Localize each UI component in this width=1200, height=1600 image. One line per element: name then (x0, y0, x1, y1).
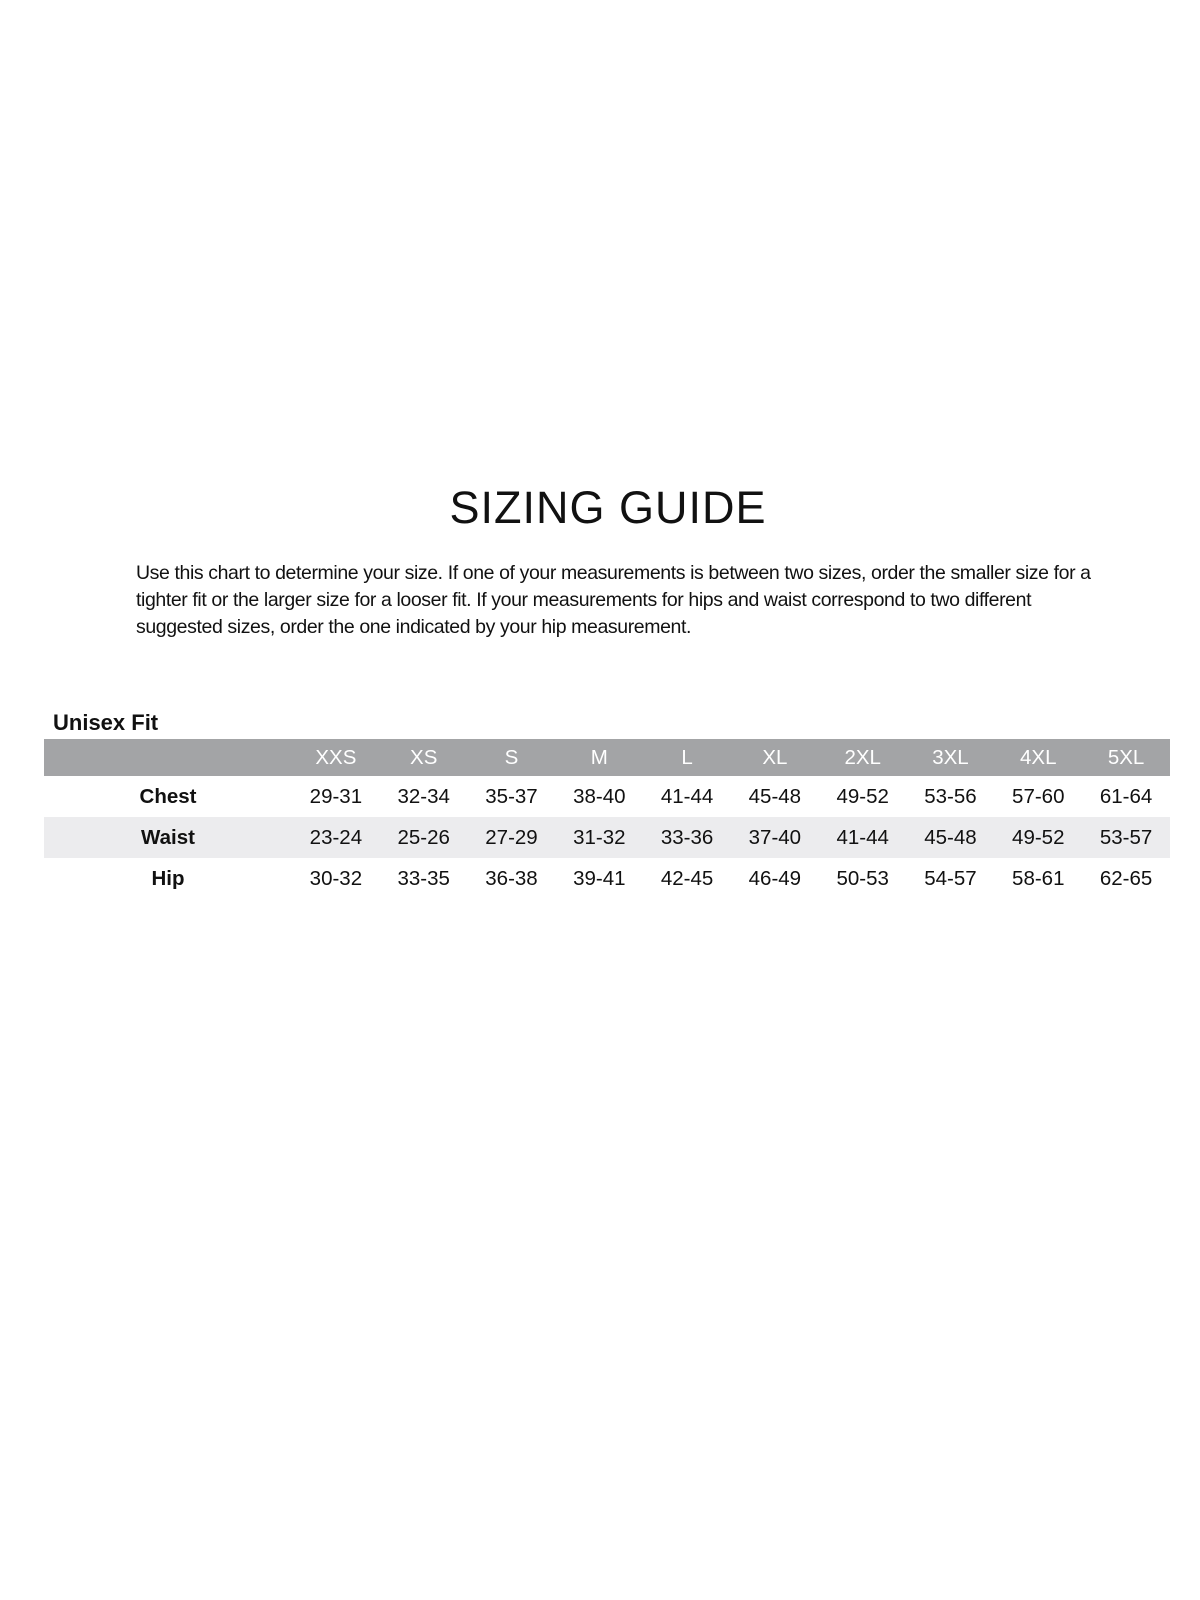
table-cell: 27-29 (485, 825, 538, 849)
table-cell: 37-40 (748, 825, 802, 849)
table-cell: 54-57 (924, 866, 977, 890)
table-cell: 41-44 (836, 825, 889, 849)
size-header-s: S (504, 745, 519, 769)
table-cell: 39-41 (573, 866, 626, 890)
table-row-waist: Waist 23-24 25-26 27-29 31-32 33-36 37-40 41-44… (44, 817, 1170, 858)
size-header-l: L (681, 745, 693, 769)
size-header-row: XXS XS S M L XL 2XL 3XL 4XL 5XL (44, 739, 1170, 776)
size-header-4xl: 4XL (1020, 745, 1057, 769)
table-cell: 23-24 (309, 825, 363, 849)
table-cell: 50-53 (836, 866, 889, 890)
table-cell: 42-45 (660, 866, 714, 890)
table-cell: 35-37 (485, 784, 538, 808)
size-header-xs: XS (410, 745, 438, 769)
table-row-hip: Hip 30-32 33-35 36-38 39-41 42-45 46-49 50-53 54… (44, 858, 1170, 899)
table-cell: 25-26 (397, 825, 450, 849)
table-cell: 33-36 (660, 825, 714, 849)
table-cell: 61-64 (1099, 784, 1153, 808)
size-header-5xl: 5XL (1107, 745, 1145, 769)
table-cell: 49-52 (1012, 825, 1065, 849)
page-title: SIZING GUIDE (449, 482, 767, 533)
table-cell: 30-32 (309, 866, 363, 890)
table-cell: 32-34 (397, 784, 450, 808)
table-cell: 29-31 (309, 784, 363, 808)
table-cell: 58-61 (1012, 866, 1065, 890)
table-cell: 62-65 (1099, 866, 1153, 890)
size-table: XXS XS S M L XL 2XL 3XL 4XL 5XL Chest 29-31 32-34 35… (44, 739, 1170, 899)
table-cell: 57-60 (1012, 784, 1065, 808)
row-label: Hip (151, 866, 185, 890)
size-header-2xl: 2XL (844, 745, 881, 769)
table-cell: 31-32 (573, 825, 626, 849)
table-cell: 38-40 (573, 784, 626, 808)
header-blank (44, 739, 292, 776)
row-label: Waist (141, 825, 195, 849)
row-label: Chest (139, 784, 197, 808)
size-header-m: M (590, 745, 608, 769)
size-header-3xl: 3XL (932, 745, 969, 769)
intro-text: Use this chart to determine your size. I… (136, 562, 1091, 638)
table-cell: 46-49 (748, 866, 802, 890)
table-cell: 45-48 (748, 784, 802, 808)
table-cell: 33-35 (397, 866, 450, 890)
table-cell: 41-44 (660, 784, 714, 808)
table-cell: 53-57 (1099, 825, 1153, 849)
size-header-xxs: XXS (315, 745, 357, 769)
table-cell: 45-48 (924, 825, 977, 849)
table-row-chest: Chest 29-31 32-34 35-37 38-40 41-44 45-48 49-52… (44, 776, 1170, 817)
fit-label: Unisex Fit (53, 710, 159, 735)
table-cell: 49-52 (836, 784, 889, 808)
table-cell: 36-38 (485, 866, 538, 890)
size-header-xl: XL (762, 745, 788, 769)
table-cell: 53-56 (924, 784, 977, 808)
